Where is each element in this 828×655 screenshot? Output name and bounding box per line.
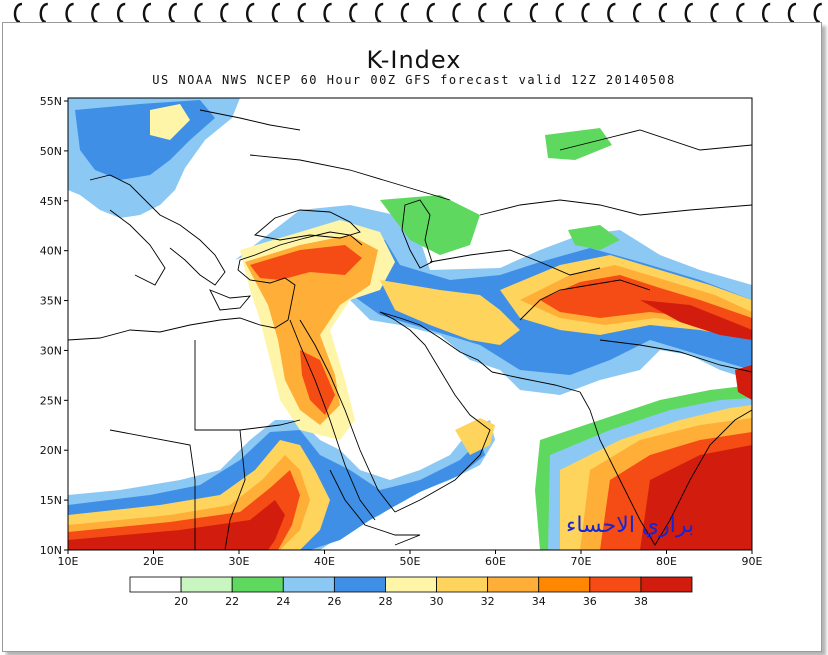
colorbar-swatch: [385, 576, 437, 593]
spiral-ring: [736, 2, 745, 24]
y-axis: 55N 50N 45N 40N 35N 30N 25N 20N 15N 10N: [40, 95, 68, 557]
spiral-ring: [555, 2, 565, 24]
spiral-ring: [220, 2, 229, 24]
colorbar-label: 34: [532, 595, 546, 608]
chart-title: K-Index: [366, 46, 462, 74]
colorbar-swatch: [436, 576, 489, 593]
spiral-ring: [400, 2, 410, 24]
x-tick-label: 50E: [400, 555, 421, 568]
spiral-ring: [529, 2, 539, 24]
spiral-ring: [323, 2, 332, 24]
spiral-ring: [658, 2, 668, 24]
x-tick-label: 20E: [143, 555, 164, 568]
colorbar-swatch: [231, 576, 284, 593]
spiral-ring: [504, 2, 513, 24]
spiral-ring: [787, 2, 797, 24]
spiral-ring: [246, 2, 255, 24]
colorbar: 20 22 24 26 28 30 32 34 36 38: [129, 576, 693, 608]
spiral-ring: [117, 2, 126, 24]
y-tick-label: 55N: [40, 95, 62, 108]
spiral-ring: [581, 2, 590, 24]
spiral-ring: [297, 2, 307, 24]
colorbar-label: 38: [634, 595, 648, 608]
spiral-ring: [710, 2, 719, 24]
colorbar-swatch: [640, 576, 693, 593]
spiral-ring: [349, 2, 358, 24]
spiral-ring: [65, 2, 74, 24]
y-tick-label: 25N: [40, 394, 62, 407]
spiral-ring: [607, 2, 616, 24]
x-tick-label: 80E: [656, 555, 677, 568]
spiral-ring: [194, 2, 203, 24]
spiral-ring: [684, 2, 694, 24]
spiral-ring: [39, 2, 49, 24]
spiral-ring: [478, 2, 487, 24]
colorbar-swatch: [282, 576, 335, 593]
spiral-ring: [452, 2, 461, 24]
spiral-ring: [168, 2, 178, 24]
colorbar-label: 36: [583, 595, 597, 608]
colorbar-label: 28: [378, 595, 392, 608]
x-tick-label: 40E: [314, 555, 335, 568]
spiral-ring: [426, 2, 436, 24]
y-tick-label: 30N: [40, 344, 62, 357]
x-tick-label: 60E: [485, 555, 506, 568]
spiral-binding: [13, 2, 823, 24]
y-tick-label: 20N: [40, 444, 62, 457]
x-tick-label: 30E: [229, 555, 250, 568]
spiral-ring: [271, 2, 281, 24]
x-tick-label: 10E: [58, 555, 79, 568]
x-axis: 10E 20E 30E 40E 50E 60E 70E 80E 90E: [58, 550, 763, 568]
colorbar-swatch: [180, 576, 233, 593]
chart-subtitle: US NOAA NWS NCEP 60 Hour 00Z GFS forecas…: [152, 73, 676, 87]
spiral-ring: [813, 2, 823, 24]
y-tick-label: 45N: [40, 195, 62, 208]
colorbar-swatch: [129, 576, 182, 593]
colorbar-swatch: [333, 576, 386, 593]
colorbar-label: 24: [276, 595, 290, 608]
spiral-ring: [91, 2, 100, 24]
colorbar-swatch: [589, 576, 642, 593]
y-tick-label: 35N: [40, 295, 62, 308]
watermark-text: براري الاحساء: [566, 513, 695, 538]
colorbar-swatch: [487, 576, 540, 593]
colorbar-label: 20: [174, 595, 188, 608]
spiral-ring: [375, 2, 384, 24]
y-tick-label: 50N: [40, 145, 62, 158]
colorbar-label: 26: [327, 595, 341, 608]
spiral-ring: [633, 2, 642, 24]
colorbar-label: 22: [225, 595, 239, 608]
spiral-ring: [13, 2, 23, 24]
y-tick-label: 40N: [40, 245, 62, 258]
spiral-ring: [762, 2, 771, 24]
colorbar-label: 32: [481, 595, 495, 608]
k-index-field: [68, 98, 752, 550]
y-tick-label: 15N: [40, 494, 62, 507]
spiral-ring: [142, 2, 152, 24]
x-tick-label: 70E: [571, 555, 592, 568]
y-tick-label: 10N: [40, 544, 62, 557]
colorbar-label: 30: [430, 595, 444, 608]
coastlines: [68, 109, 752, 550]
colorbar-swatch: [538, 576, 591, 593]
x-tick-label: 90E: [742, 555, 763, 568]
